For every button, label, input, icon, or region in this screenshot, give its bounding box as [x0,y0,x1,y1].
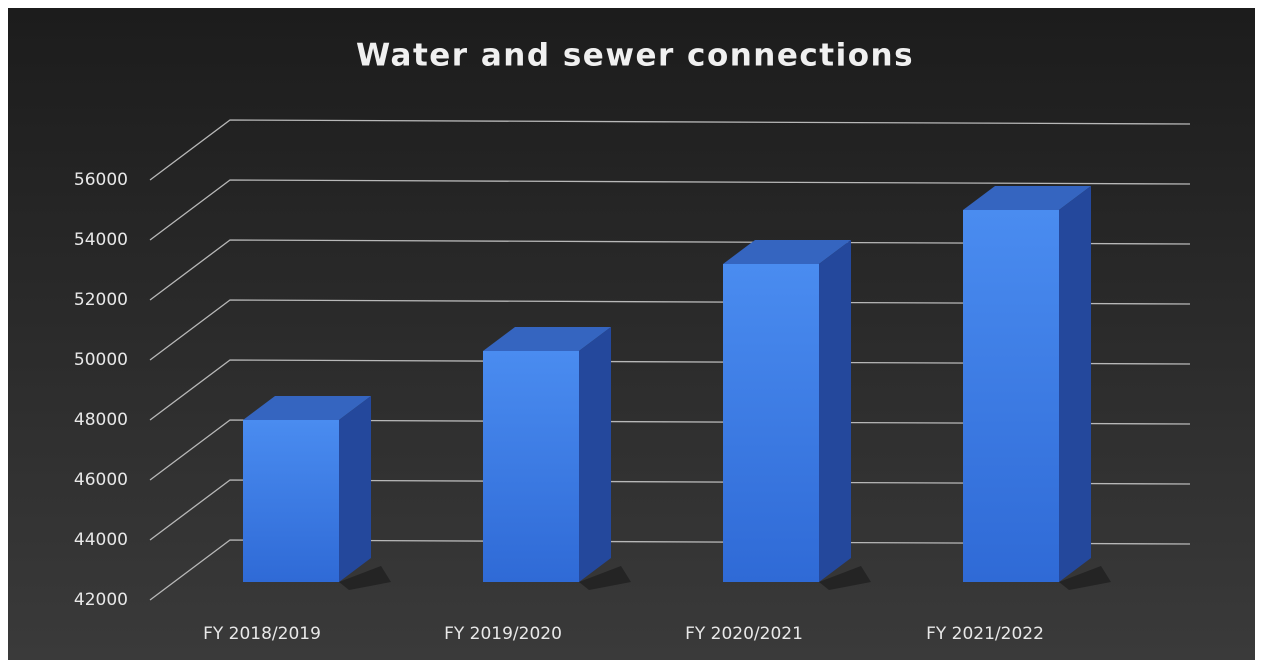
y-tick-label: 44000 [74,530,128,550]
grid-line [149,539,1191,601]
y-tick-label: 46000 [74,470,128,490]
bar-shadow [819,566,871,590]
bar-shadow [579,566,631,590]
chart-title: Water and sewer connections [356,38,914,74]
y-tick-label: 56000 [74,170,128,190]
bar-side [1059,186,1091,582]
y-tick-label: 52000 [74,290,128,310]
grid-line [149,179,1191,241]
bar-side [819,240,851,582]
bar-front [723,264,819,582]
bar-front [243,420,339,582]
bar-front [963,210,1059,582]
y-tick-label: 54000 [74,230,128,250]
y-tick-label: 42000 [74,590,128,610]
bar [723,240,871,590]
bar-shadow [339,566,391,590]
bar-side [579,327,611,582]
bar [243,396,391,590]
grid-line [149,119,1191,181]
grid-line [149,359,1191,421]
bar-front [483,351,579,582]
grid-line [149,479,1191,541]
grid-line [149,419,1191,481]
grid-line [149,239,1191,301]
x-tick-label: FY 2018/2019 [203,624,321,644]
y-tick-label: 48000 [74,410,128,430]
bar-side [339,396,371,582]
bar-top [723,240,851,264]
x-tick-label: FY 2020/2021 [685,624,803,644]
y-tick-label: 50000 [74,350,128,370]
bar-top [243,396,371,420]
x-tick-label: FY 2021/2022 [926,624,1044,644]
bar-top [483,327,611,351]
bar [963,186,1111,590]
x-tick-label: FY 2019/2020 [444,624,562,644]
bar-top [963,186,1091,210]
bar-shadow [1059,566,1111,590]
bar [483,327,631,590]
grid-line [149,299,1191,361]
